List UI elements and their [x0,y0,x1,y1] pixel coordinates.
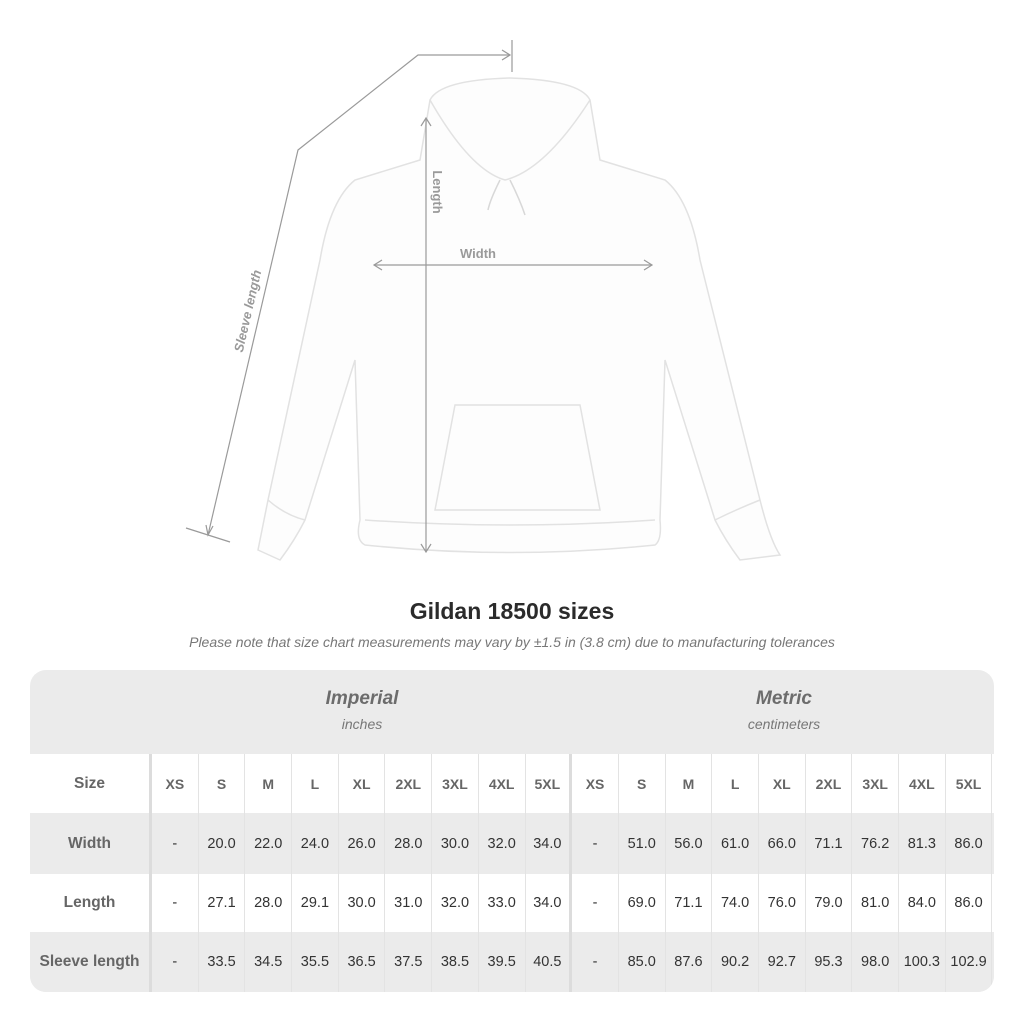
imperial-cell: 4XL [479,754,526,813]
metric-cell: - [572,813,619,874]
table-row: Length -27.1 28.0 29.1 30.0 31.0 32.0 33.0 34.0-… [30,874,994,932]
row-label: Width [30,813,152,874]
imperial-cell: 37.5 [385,932,433,992]
imperial-cell: 31.0 [385,874,433,932]
metric-cell: XS [572,754,619,813]
row-label: Length [30,874,152,932]
metric-cell: 84.0 [899,874,946,932]
metric-cell: 69.0 [619,874,666,932]
metric-cell: 86.0 [946,813,993,874]
metric-cell: 92.7 [759,932,806,992]
imperial-cell: - [152,874,199,932]
length-label: Length [430,170,445,213]
imperial-header: Imperial inches [152,670,572,754]
metric-cell: 87.6 [666,932,713,992]
row-label: Size [30,754,152,813]
imperial-cell: 34.5 [245,932,293,992]
sleeve-length-label: Sleeve length [231,268,264,353]
imperial-cell: 40.5 [526,932,573,992]
imperial-cell: L [292,754,339,813]
metric-cell: 3XL [852,754,899,813]
imperial-cell: 34.0 [526,813,573,874]
imperial-cell: XS [152,754,199,813]
row-label: Sleeve length [30,932,152,992]
metric-cell: 56.0 [666,813,713,874]
metric-cell: 71.1 [806,813,853,874]
metric-cell: 51.0 [619,813,666,874]
imperial-cell: 3XL [432,754,479,813]
metric-cell: 86.0 [946,874,993,932]
metric-header: Metric centimeters [574,670,994,754]
imperial-cell: - [152,932,199,992]
imperial-cell: 28.0 [385,813,433,874]
size-table: Imperial inches Metric centimeters Size X… [30,670,994,992]
tolerance-note: Please note that size chart measurements… [189,634,835,650]
imperial-cell: 27.1 [199,874,246,932]
imperial-cell: XL [339,754,386,813]
imperial-cell: 32.0 [432,874,479,932]
imperial-cell: 29.1 [292,874,339,932]
metric-cell: 102.9 [946,932,993,992]
table-row: Sleeve length -33.5 34.5 35.5 36.5 37.5 38.5 39… [30,932,994,992]
metric-cell: S [619,754,666,813]
metric-cell: 81.3 [899,813,946,874]
metric-cell: 71.1 [666,874,713,932]
imperial-cell: 33.0 [479,874,526,932]
imperial-cell: 32.0 [479,813,526,874]
metric-cell: 76.2 [852,813,899,874]
hoodie-illustration: Length Width Sleeve length [185,40,782,561]
metric-cell: 100.3 [899,932,946,992]
imperial-cell: 20.0 [199,813,246,874]
imperial-cell: 35.5 [292,932,339,992]
metric-cell: 85.0 [619,932,666,992]
width-label: Width [460,246,496,261]
metric-cell: 95.3 [806,932,853,992]
imperial-cell: 2XL [385,754,433,813]
metric-cell: M [666,754,713,813]
imperial-cell: 38.5 [432,932,479,992]
size-header-row: Size XS S M L XL 2XL 3XL 4XL 5XL XS S M L XL 2XL 3XL 4XL 5… [30,754,994,813]
imperial-cell: 26.0 [339,813,386,874]
imperial-cell: S [199,754,246,813]
table-row: Width -20.0 22.0 24.0 26.0 28.0 30.0 32.0 34.0-5… [30,813,994,874]
imperial-cell: 34.0 [526,874,573,932]
imperial-cell: 39.5 [479,932,526,992]
metric-cell: 90.2 [712,932,759,992]
metric-cell: XL [759,754,806,813]
metric-cell: - [572,932,619,992]
metric-cell: L [712,754,759,813]
metric-cell: - [572,874,619,932]
metric-cell: 4XL [899,754,946,813]
imperial-cell: 33.5 [199,932,246,992]
hoodie-image [257,77,782,561]
imperial-cell: 24.0 [292,813,339,874]
imperial-label: Imperial [325,688,399,709]
metric-cell: 79.0 [806,874,853,932]
metric-unit: centimeters [747,716,821,732]
imperial-cell: 36.5 [339,932,386,992]
metric-cell: 61.0 [712,813,759,874]
metric-cell: 2XL [806,754,853,813]
imperial-cell: 5XL [526,754,573,813]
metric-cell: 76.0 [759,874,806,932]
imperial-cell: 30.0 [432,813,479,874]
imperial-cell: 22.0 [245,813,293,874]
imperial-unit: inches [341,716,383,732]
metric-cell: 74.0 [712,874,759,932]
measurement-lines [185,40,654,554]
imperial-cell: M [245,754,293,813]
metric-cell: 66.0 [759,813,806,874]
metric-cell: 81.0 [852,874,899,932]
chart-title: Gildan 18500 sizes [409,598,615,624]
metric-cell: 98.0 [852,932,899,992]
imperial-cell: 28.0 [245,874,293,932]
metric-label: Metric [756,688,812,709]
metric-cell: 5XL [946,754,993,813]
imperial-cell: 30.0 [339,874,386,932]
imperial-cell: - [152,813,199,874]
